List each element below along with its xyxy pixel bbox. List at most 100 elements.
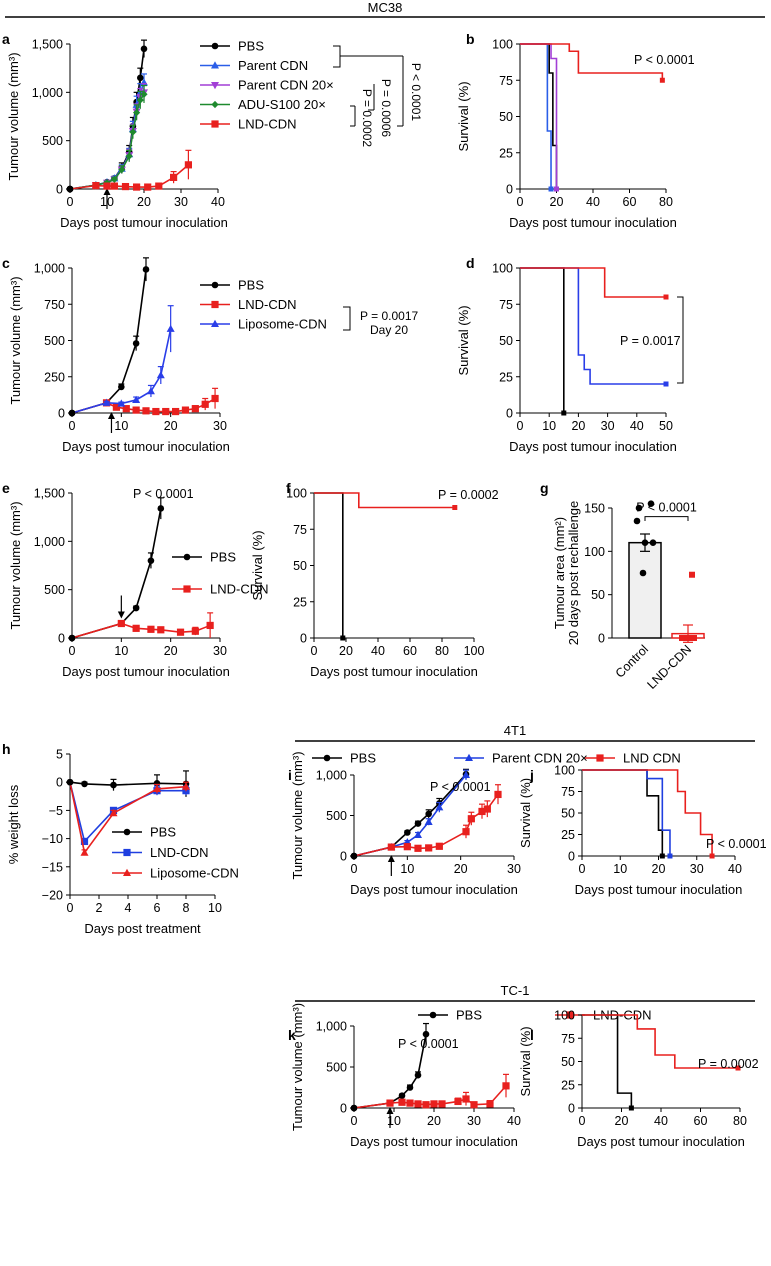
y-tick-label-c: 0 bbox=[58, 407, 65, 421]
legend-h-2-marker bbox=[123, 868, 131, 876]
data-point bbox=[147, 625, 155, 633]
series-a-4 bbox=[66, 149, 192, 193]
panel-label-j: j bbox=[529, 767, 534, 783]
data-point bbox=[142, 266, 150, 273]
series-line bbox=[520, 43, 664, 81]
y-tick-label-d: 25 bbox=[499, 370, 513, 384]
data-point bbox=[414, 1100, 422, 1108]
x-tick-label-l: 20 bbox=[615, 1114, 629, 1128]
series-line bbox=[353, 1085, 507, 1109]
series-line bbox=[582, 1014, 739, 1069]
data-point bbox=[467, 815, 475, 823]
legend-a-1-label: Parent CDN bbox=[238, 58, 308, 73]
y-axis-title-b: Survival (%) bbox=[456, 81, 471, 151]
x-tick-label-k: 30 bbox=[467, 1114, 481, 1128]
legend-a-4-label: LND-CDN bbox=[238, 117, 297, 132]
y-tick-label-k: 500 bbox=[326, 1061, 347, 1075]
pvalue-l: P = 0.0002 bbox=[698, 1057, 759, 1071]
data-point bbox=[142, 407, 150, 415]
y-axis-title-k: Tumour volume (mm³) bbox=[290, 1003, 305, 1131]
data-point bbox=[206, 621, 214, 630]
x-tick-label-i: 20 bbox=[454, 862, 468, 876]
series-l-0 bbox=[582, 1014, 634, 1111]
series-d-1 bbox=[520, 267, 669, 387]
header-4t1: 4T1 bbox=[504, 723, 526, 738]
censor-mark bbox=[735, 1065, 741, 1071]
x-tick-label-b: 60 bbox=[623, 195, 637, 209]
x-tick-label-b: 80 bbox=[659, 195, 673, 209]
dot-control bbox=[639, 569, 647, 577]
data-point bbox=[66, 185, 74, 193]
series-line bbox=[520, 267, 666, 385]
data-point bbox=[140, 45, 148, 53]
legend-c-0-marker bbox=[211, 281, 219, 289]
data-point bbox=[494, 790, 502, 799]
data-point bbox=[117, 399, 126, 407]
bar-0 bbox=[628, 541, 662, 639]
legend-4t1-2-label: LND CDN bbox=[623, 751, 681, 766]
legend-h-0-label: PBS bbox=[150, 825, 176, 840]
data-point bbox=[121, 182, 130, 191]
x-tick-label-a: 0 bbox=[67, 195, 74, 209]
data-point bbox=[386, 1099, 394, 1107]
data-point bbox=[132, 604, 140, 612]
y-tick-label-b: 25 bbox=[499, 146, 513, 160]
series-line bbox=[314, 492, 344, 638]
x-tick-label-j: 0 bbox=[579, 862, 586, 876]
series-j-0 bbox=[582, 769, 665, 859]
data-point bbox=[438, 1100, 446, 1108]
data-point bbox=[406, 1099, 414, 1107]
series-line bbox=[71, 622, 211, 639]
pvalue-g: P < 0.0001 bbox=[636, 501, 697, 515]
data-point bbox=[144, 183, 152, 191]
legend-tc1-1-marker bbox=[566, 1011, 574, 1019]
censor-mark bbox=[659, 853, 665, 859]
legend-e-0-marker bbox=[183, 553, 191, 561]
data-point bbox=[133, 183, 141, 191]
series-line bbox=[69, 164, 189, 190]
series-f-1 bbox=[314, 492, 458, 510]
x-tick-label-k: 40 bbox=[507, 1114, 521, 1128]
y-tick-label-i: 500 bbox=[326, 809, 347, 823]
x-tick-label-l: 40 bbox=[654, 1114, 668, 1128]
series-h-2 bbox=[66, 778, 190, 856]
legend-h-1-label: LND-CDN bbox=[150, 845, 209, 860]
y-tick-label-a: 1,000 bbox=[32, 86, 63, 100]
data-point bbox=[170, 173, 178, 181]
data-point bbox=[502, 1082, 510, 1090]
series-k-1 bbox=[350, 1073, 510, 1112]
series-h-0 bbox=[66, 770, 190, 797]
legend-e-0-label: PBS bbox=[210, 550, 236, 565]
censor-mark bbox=[663, 381, 669, 387]
x-axis-title-b: Days post tumour inoculation bbox=[509, 215, 677, 230]
x-tick-label-f: 100 bbox=[464, 644, 485, 658]
x-tick-label-e: 10 bbox=[114, 644, 128, 658]
y-tick-label-f: 0 bbox=[300, 632, 307, 646]
y-tick-label-g: 0 bbox=[598, 632, 605, 646]
y-axis-title-d: Survival (%) bbox=[456, 305, 471, 375]
panel-g: g 0 50 100 150 Tumour area (mm²) 20 days post … bbox=[540, 480, 705, 692]
legend-a-0-label: PBS bbox=[238, 39, 264, 54]
y-tick-label-j: 100 bbox=[554, 764, 575, 778]
y-tick-label-d: 50 bbox=[499, 334, 513, 348]
x-tick-label-c: 10 bbox=[114, 419, 128, 433]
data-point bbox=[133, 109, 141, 117]
x-axis-title-l: Days post tumour inoculation bbox=[577, 1134, 745, 1149]
data-point bbox=[398, 1092, 406, 1099]
data-point bbox=[155, 182, 163, 190]
series-c-0 bbox=[68, 257, 150, 417]
y-axis-title-h: % weight loss bbox=[6, 784, 21, 864]
data-point bbox=[152, 407, 160, 416]
data-point bbox=[157, 626, 165, 634]
x-tick-label-k: 10 bbox=[387, 1114, 401, 1128]
legend-e-1-label: LND-CDN bbox=[210, 582, 269, 597]
y-tick-label-h: −20 bbox=[42, 889, 63, 903]
data-point bbox=[153, 784, 161, 792]
bracket-g bbox=[644, 516, 689, 521]
legend-4t1-2-marker bbox=[596, 754, 604, 762]
data-point bbox=[414, 844, 422, 852]
censor-mark bbox=[452, 505, 458, 510]
y-tick-label-j: 0 bbox=[568, 850, 575, 864]
x-tick-label-f: 20 bbox=[339, 644, 353, 658]
treatment-arrow-head-a bbox=[103, 188, 111, 195]
